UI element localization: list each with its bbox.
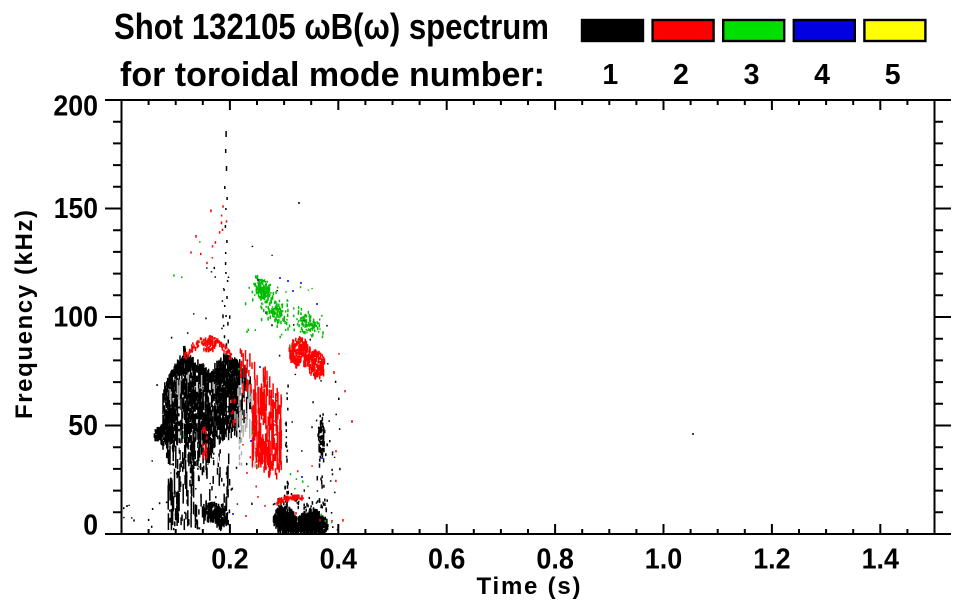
svg-text:Frequency (kHz): Frequency (kHz)	[11, 210, 38, 419]
svg-text:5: 5	[885, 59, 901, 91]
svg-text:0: 0	[83, 508, 98, 540]
svg-text:0.4: 0.4	[320, 543, 358, 575]
svg-text:Time (s): Time (s)	[477, 573, 581, 600]
svg-text:50: 50	[68, 409, 98, 441]
svg-text:2: 2	[673, 59, 689, 91]
svg-text:1.0: 1.0	[645, 543, 682, 575]
svg-text:0.8: 0.8	[536, 543, 573, 575]
svg-text:Shot 132105 ωB(ω) spectrum: Shot 132105 ωB(ω) spectrum	[114, 6, 549, 47]
svg-text:4: 4	[814, 59, 830, 91]
svg-text:1: 1	[602, 59, 618, 91]
svg-text:0.6: 0.6	[428, 543, 465, 575]
svg-text:100: 100	[53, 301, 98, 333]
svg-text:150: 150	[54, 192, 98, 224]
svg-text:1.4: 1.4	[862, 543, 900, 575]
svg-text:3: 3	[744, 59, 760, 91]
svg-text:200: 200	[53, 90, 98, 122]
svg-text:for toroidal mode number:: for toroidal mode number:	[120, 56, 545, 94]
svg-text:1.2: 1.2	[753, 543, 790, 575]
svg-text:0.2: 0.2	[211, 543, 248, 575]
